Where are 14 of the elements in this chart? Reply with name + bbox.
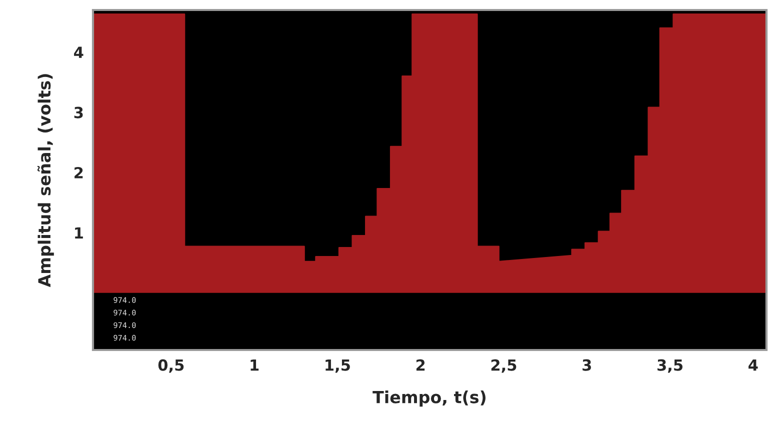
x-tick-label: 3	[582, 359, 591, 371]
y-tick-label: 1	[75, 227, 83, 238]
y-tick-label: 2	[74, 166, 83, 178]
x-tick-label: 3,5	[658, 359, 682, 373]
x-tick-label: 2	[416, 359, 425, 371]
x-axis-title: Tiempo, t(s)	[372, 390, 486, 407]
x-tick-label: 1	[250, 360, 259, 371]
y-tick-label: 4	[74, 46, 84, 58]
x-tick-label: 1,5	[326, 360, 350, 373]
y-axis-title: Amplitud señal, (volts)	[37, 74, 54, 288]
x-tick-label: 2,5	[491, 359, 516, 373]
y-tick-label: 3	[74, 106, 83, 118]
x-tick-label: 4	[748, 360, 758, 371]
x-tick-label: 0,5	[158, 359, 184, 373]
